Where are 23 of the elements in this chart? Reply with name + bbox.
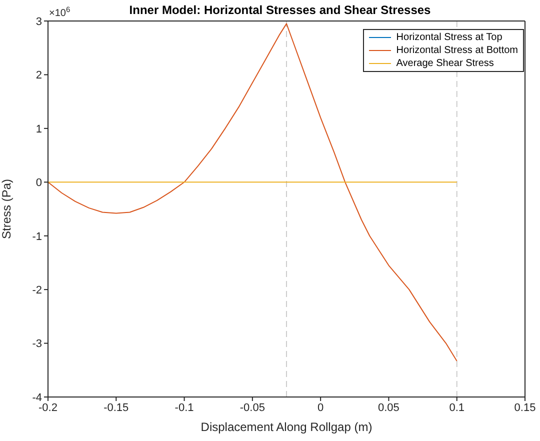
x-tick-label: -0.2	[38, 402, 58, 414]
x-axis-title: Displacement Along Rollgap (m)	[200, 420, 372, 434]
y-tick-label: 2	[36, 70, 42, 82]
x-tick-label: 0.15	[514, 402, 536, 414]
legend-label: Horizontal Stress at Top	[396, 31, 502, 44]
y-tick-label: -2	[32, 284, 42, 296]
y-tick-label: -3	[32, 338, 42, 350]
y-tick-label: 3	[36, 16, 42, 28]
legend-label: Horizontal Stress at Bottom	[396, 44, 518, 57]
x-tick-label: 0.1	[449, 402, 465, 414]
legend-label: Average Shear Stress	[396, 57, 494, 70]
chart-title: Inner Model: Horizontal Stresses and Shear Stresses	[129, 3, 432, 17]
y-tick-label: -4	[32, 392, 42, 404]
x-tick-label: -0.15	[104, 402, 129, 414]
y-tick-label: 0	[36, 177, 42, 190]
x-tick-label: -0.05	[240, 402, 265, 414]
x-tick-label: 0	[318, 402, 324, 414]
text: ×10$^{6}$	[49, 4, 70, 19]
y-tick-label: -1	[32, 230, 42, 243]
x-tick-label: -0.1	[174, 402, 194, 414]
x-tick-label: 0.05	[378, 402, 400, 414]
y-axis-title: Stress (Pa)	[0, 178, 14, 240]
y-tick-label: 1	[36, 123, 42, 136]
